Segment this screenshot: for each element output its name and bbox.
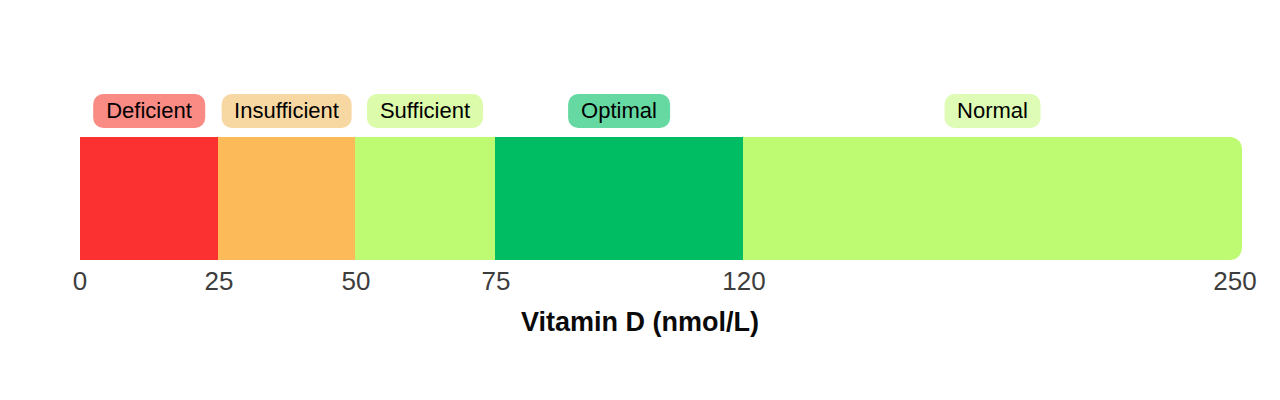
segment-pill-deficient: Deficient bbox=[93, 94, 205, 128]
axis-tick-50: 50 bbox=[342, 266, 371, 297]
segment-pill-insufficient: Insufficient bbox=[221, 94, 352, 128]
bar-segment-sufficient bbox=[355, 137, 495, 260]
axis-tick-120: 120 bbox=[722, 266, 765, 297]
bar-segment-optimal bbox=[495, 137, 743, 260]
scale-bar bbox=[80, 137, 1242, 260]
axis-tick-0: 0 bbox=[73, 266, 87, 297]
segment-pill-normal: Normal bbox=[944, 94, 1041, 128]
axis-tick-25: 25 bbox=[205, 266, 234, 297]
axis-tick-250: 250 bbox=[1213, 266, 1256, 297]
vitamin-d-scale-chart: Deficient Insufficient Sufficient Optimal No… bbox=[0, 0, 1280, 400]
axis-title: Vitamin D (nmol/L) bbox=[0, 307, 1280, 338]
bar-segment-insufficient bbox=[218, 137, 355, 260]
axis-tick-75: 75 bbox=[482, 266, 511, 297]
bar-segment-deficient bbox=[80, 137, 218, 260]
segment-pill-optimal: Optimal bbox=[568, 94, 670, 128]
bar-segment-normal bbox=[743, 137, 1242, 260]
segment-pill-sufficient: Sufficient bbox=[367, 94, 483, 128]
